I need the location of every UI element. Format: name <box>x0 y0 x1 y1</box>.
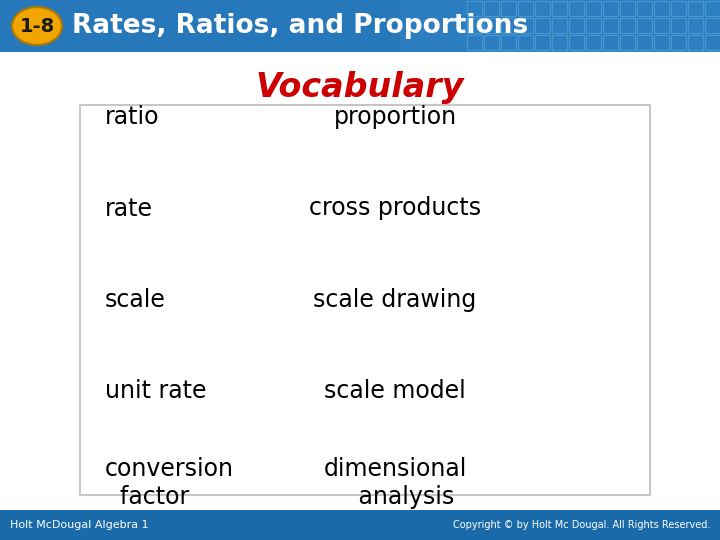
Bar <box>654 18 669 33</box>
Bar <box>501 35 516 50</box>
Bar <box>586 1 601 16</box>
Bar <box>586 18 601 33</box>
Bar <box>467 18 482 33</box>
Bar <box>0 52 720 510</box>
Bar <box>535 35 550 50</box>
Text: scale drawing: scale drawing <box>313 288 477 312</box>
Bar <box>569 35 584 50</box>
Text: scale: scale <box>105 288 166 312</box>
Bar <box>637 35 652 50</box>
Bar <box>467 1 482 16</box>
Bar <box>688 18 703 33</box>
Bar <box>671 35 686 50</box>
Text: Copyright © by Holt Mc Dougal. All Rights Reserved.: Copyright © by Holt Mc Dougal. All Right… <box>453 520 710 530</box>
Bar <box>637 1 652 16</box>
Bar <box>467 35 482 50</box>
Bar <box>552 1 567 16</box>
Bar <box>654 1 669 16</box>
Bar <box>501 18 516 33</box>
Bar <box>603 35 618 50</box>
Bar <box>501 1 516 16</box>
Bar <box>586 35 601 50</box>
Bar <box>603 1 618 16</box>
Bar <box>400 0 720 52</box>
Bar <box>671 1 686 16</box>
Bar <box>654 35 669 50</box>
Text: conversion
  factor: conversion factor <box>105 457 234 509</box>
Bar <box>688 35 703 50</box>
Bar <box>620 18 635 33</box>
Bar <box>0 0 720 52</box>
Bar <box>552 35 567 50</box>
Text: scale model: scale model <box>324 380 466 403</box>
Bar <box>705 35 720 50</box>
Bar <box>569 18 584 33</box>
Text: Holt McDougal Algebra 1: Holt McDougal Algebra 1 <box>10 520 148 530</box>
Text: Vocabulary: Vocabulary <box>256 71 464 104</box>
Bar <box>705 1 720 16</box>
Bar <box>518 35 533 50</box>
Bar <box>518 1 533 16</box>
Text: 1-8: 1-8 <box>19 17 55 36</box>
Bar <box>688 1 703 16</box>
Text: cross products: cross products <box>309 197 481 220</box>
Bar <box>484 1 499 16</box>
Text: ratio: ratio <box>105 105 160 129</box>
Bar <box>620 35 635 50</box>
Bar <box>637 18 652 33</box>
Bar <box>620 1 635 16</box>
Bar <box>671 18 686 33</box>
Bar <box>535 18 550 33</box>
Text: proportion: proportion <box>333 105 456 129</box>
Bar <box>705 18 720 33</box>
Bar <box>552 18 567 33</box>
Bar <box>535 1 550 16</box>
Text: dimensional
   analysis: dimensional analysis <box>323 457 467 509</box>
Text: unit rate: unit rate <box>105 380 207 403</box>
Bar <box>484 35 499 50</box>
Text: rate: rate <box>105 197 153 220</box>
Ellipse shape <box>12 7 62 45</box>
Bar <box>569 1 584 16</box>
FancyBboxPatch shape <box>80 105 650 495</box>
Bar <box>0 510 720 540</box>
Bar <box>484 18 499 33</box>
Bar <box>518 18 533 33</box>
Bar <box>603 18 618 33</box>
Text: Rates, Ratios, and Proportions: Rates, Ratios, and Proportions <box>72 13 528 39</box>
